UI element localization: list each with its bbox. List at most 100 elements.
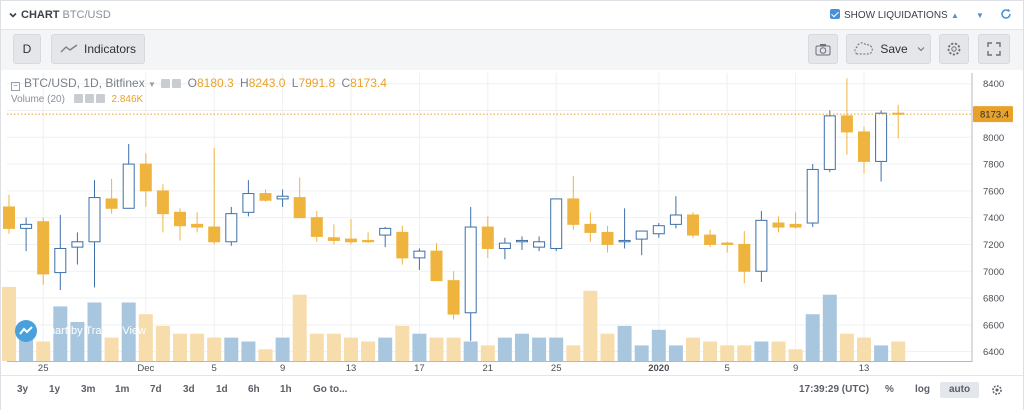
candle-body (721, 242, 734, 245)
volume-settings-icon[interactable] (84, 94, 94, 103)
volume-bar (395, 325, 410, 361)
open-value: 8180.3 (197, 76, 234, 90)
percent-scale-button[interactable]: % (885, 384, 894, 395)
volume-bar (121, 302, 136, 361)
candle-body (54, 247, 67, 274)
candle-body (191, 223, 204, 228)
volume-bar (754, 341, 769, 361)
snapshot-button[interactable] (808, 34, 838, 64)
chevron-down-icon[interactable] (9, 11, 17, 19)
candle-body (516, 239, 528, 243)
y-tick-label: 6400 (983, 347, 1004, 358)
arrow-down-icon[interactable]: ▼ (976, 11, 984, 20)
range-6h[interactable]: 6h (248, 384, 260, 395)
save-button[interactable]: Save (846, 34, 931, 64)
arrow-up-icon[interactable]: ▲ (951, 11, 959, 20)
candle-body (156, 190, 169, 215)
volume-bar (805, 314, 820, 361)
x-tick-label: 13 (346, 363, 357, 371)
range-3d[interactable]: 3d (183, 384, 195, 395)
save-dropdown-icon[interactable] (917, 46, 925, 52)
indicators-button[interactable]: Indicators (51, 34, 145, 64)
range-1m[interactable]: 1m (115, 384, 130, 395)
candle-body (806, 168, 819, 224)
range-3m[interactable]: 3m (81, 384, 96, 395)
candle-body (242, 193, 255, 213)
range-3y[interactable]: 3y (17, 384, 29, 395)
symbol-dropdown-icon[interactable]: ▼ (148, 80, 156, 89)
candle-body (276, 195, 289, 200)
candle-body (481, 226, 494, 249)
candle-body (840, 115, 853, 133)
cloud-icon (854, 42, 874, 55)
series-legend: − BTC/USD, 1D, Bitfinex ▼ O8180.3 H8243.0… (11, 76, 387, 91)
collapse-icon[interactable]: − (11, 82, 20, 91)
widget-title[interactable]: CHART BTC/USD (9, 9, 111, 21)
tradingview-watermark[interactable]: Chart by TradingView (15, 320, 146, 342)
range-1h[interactable]: 1h (280, 384, 292, 395)
volume-remove-icon[interactable] (95, 94, 105, 103)
symbol-label[interactable]: BTC/USD, 1D, Bitfinex (24, 76, 145, 90)
interval-button[interactable]: D (13, 34, 41, 64)
volume-bar (874, 345, 889, 361)
candle-body (413, 250, 426, 259)
utc-clock[interactable]: 17:39:29 (UTC) (799, 384, 870, 395)
volume-bar (104, 337, 119, 361)
volume-bar (497, 337, 512, 361)
x-tick-label: 25 (38, 363, 49, 371)
auto-scale-button[interactable]: auto (940, 382, 980, 398)
x-tick-label: 5 (725, 363, 730, 371)
show-liquidations-label: SHOW LIQUIDATIONS (844, 10, 948, 21)
candle-body (174, 211, 186, 227)
range-1d[interactable]: 1d (216, 384, 228, 395)
volume-visibility-icon[interactable] (73, 94, 83, 103)
volume-bar (549, 337, 564, 361)
visibility-icon[interactable] (161, 79, 171, 88)
volume-bar (309, 333, 324, 361)
volume-bar (412, 333, 427, 361)
fullscreen-button[interactable] (978, 34, 1010, 64)
candle-body (464, 226, 477, 314)
indicators-label: Indicators (83, 42, 137, 56)
x-tick-label: 25 (551, 363, 562, 371)
show-liquidations-toggle[interactable]: SHOW LIQUIDATIONS (830, 9, 948, 21)
volume-bar (703, 341, 718, 361)
volume-label[interactable]: Volume (20) (11, 94, 65, 105)
range-1y[interactable]: 1y (49, 384, 61, 395)
candle-body (550, 198, 563, 249)
series-settings-icon[interactable] (172, 79, 182, 88)
candle-body (858, 131, 870, 162)
save-label: Save (880, 42, 908, 56)
volume-bar (737, 345, 752, 361)
y-tick-label: 6600 (983, 320, 1004, 331)
volume-bar (857, 337, 871, 361)
settings-button[interactable] (939, 34, 969, 64)
price-chart[interactable]: 6400660068007000720074007600780080008200… (1, 71, 1023, 371)
candle-body (3, 206, 15, 229)
chart-settings-icon[interactable] (991, 384, 1003, 396)
close-label: C (341, 76, 351, 90)
y-tick-label: 7400 (983, 213, 1004, 224)
x-tick-label: 21 (483, 363, 494, 371)
goto-date-button[interactable]: Go to... (313, 384, 348, 395)
close-value: 8173.4 (350, 76, 387, 90)
volume-bar (891, 341, 906, 361)
volume-bar (207, 337, 222, 361)
chart-label: CHART (21, 9, 60, 21)
volume-bar (429, 337, 444, 361)
volume-bar (53, 306, 68, 361)
log-scale-button[interactable]: log (915, 384, 930, 395)
volume-bar (668, 345, 683, 361)
candle-body (396, 231, 409, 259)
y-tick-label: 6800 (983, 294, 1004, 305)
candle-body (635, 230, 648, 240)
candle-body (618, 239, 631, 243)
candle-body (601, 231, 614, 245)
range-7d[interactable]: 7d (150, 384, 162, 395)
volume-bar (788, 349, 803, 361)
checkbox-checked-icon[interactable] (830, 9, 840, 19)
candle-body (327, 237, 340, 241)
volume-legend: Volume (20) 2.846K (11, 94, 143, 105)
refresh-icon[interactable] (1000, 8, 1012, 20)
